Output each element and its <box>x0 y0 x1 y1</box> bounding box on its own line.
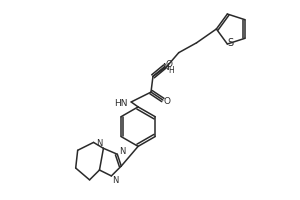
Text: N: N <box>96 139 103 148</box>
Text: O: O <box>163 97 170 106</box>
Text: N: N <box>112 176 119 185</box>
Text: N: N <box>163 63 169 72</box>
Text: H: H <box>168 66 174 75</box>
Text: HN: HN <box>114 99 127 108</box>
Text: O: O <box>165 60 172 69</box>
Text: S: S <box>227 38 233 48</box>
Text: N: N <box>119 147 125 156</box>
